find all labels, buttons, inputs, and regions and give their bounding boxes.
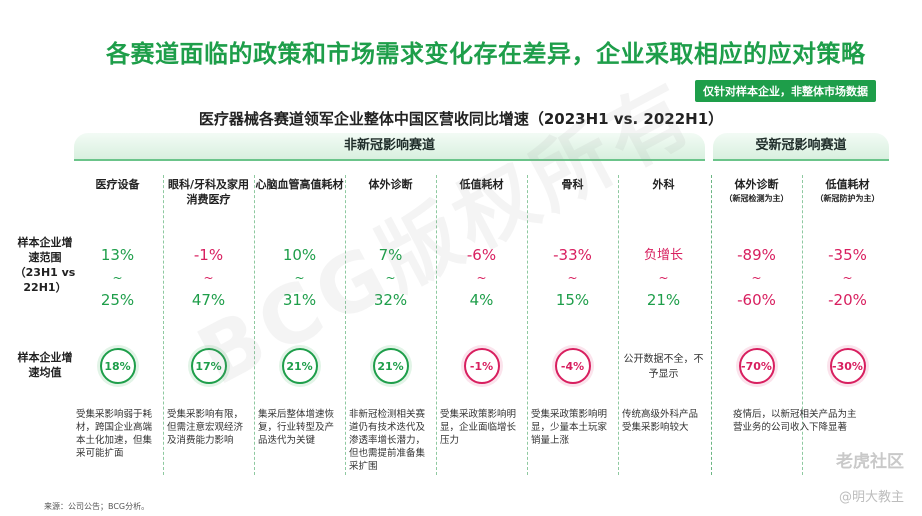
- growth-range: 13% ~25%: [73, 243, 163, 313]
- average-circle: -1%: [463, 348, 500, 384]
- range-low-value: 13%: [100, 246, 135, 264]
- segment-sub-note: （新冠检测为主）: [724, 194, 789, 203]
- column-divider: [436, 175, 437, 475]
- growth-range: -1% ~47%: [164, 243, 254, 313]
- segment-name: 骨科: [528, 177, 618, 192]
- range-high-value: 21%: [646, 291, 681, 309]
- column-divider: [618, 175, 619, 475]
- average-circle: -4%: [554, 348, 591, 384]
- column-divider: [711, 175, 712, 475]
- segment-name: 眼科/牙科及家用消费医疗: [164, 177, 254, 207]
- segment-name-text: 低值耗材: [825, 178, 870, 191]
- segment-note: 传统高级外科产品受集采影响较大: [622, 409, 699, 433]
- segment-name: 低值耗材: [437, 177, 527, 192]
- range-high-value: -60%: [737, 291, 776, 309]
- growth-range: 7% ~32%: [346, 243, 436, 313]
- column-divider: [802, 175, 803, 475]
- range-tilde: ~: [294, 271, 305, 285]
- segment-name: 心脑血管高值耗材: [255, 177, 345, 192]
- range-tilde: ~: [112, 271, 123, 285]
- range-high-value: 4%: [469, 291, 494, 309]
- segment-name: 体外诊断: [346, 177, 436, 192]
- segment-name-text: 医疗设备: [95, 178, 140, 191]
- segment-note: 疫情后，以新冠相关产品为主营业务的公司收入下降显著: [733, 409, 857, 433]
- growth-range: -89% ~ -60%: [712, 243, 802, 313]
- column-divider: [345, 175, 346, 475]
- average-circle: 21%: [281, 348, 318, 384]
- segment-name-text: 眼科/牙科及家用消费医疗: [167, 178, 250, 206]
- range-tilde: ~: [476, 271, 487, 285]
- range-low-value: -33%: [553, 246, 592, 264]
- watermark-tiger-logo: 老虎社区: [836, 452, 904, 472]
- range-low-value: -1%: [193, 246, 224, 264]
- watermark-author: @明大教主: [838, 490, 904, 505]
- growth-range: 10% ~31%: [255, 243, 345, 313]
- range-low-value: 负增长: [643, 248, 683, 263]
- range-tilde: ~: [385, 271, 396, 285]
- segment-name: 外科: [619, 177, 709, 192]
- growth-range: -35% ~ -20%: [803, 243, 893, 313]
- page-title: 各赛道面临的政策和市场需求变化存在差异，企业采取相应的应对策略: [106, 40, 866, 68]
- range-low-value: -35%: [828, 246, 867, 264]
- growth-range: -6% ~4%: [437, 243, 527, 313]
- row-label-range: 样本企业增速范围（23H1 vs 22H1）: [14, 236, 76, 294]
- growth-range: -33% ~15%: [528, 243, 618, 313]
- range-high-value: 25%: [100, 291, 135, 309]
- chart-title: 医疗器械各赛道领军企业整体中国区营收同比增速（2023H1 vs. 2022H1…: [198, 110, 724, 128]
- segment-note: 受集采政策影响明显，少量本土玩家销量上涨: [531, 409, 608, 446]
- range-low-value: -6%: [466, 246, 497, 264]
- average-circle: 17%: [190, 348, 227, 384]
- growth-range: 负增长 ~21%: [619, 243, 709, 313]
- group-header-1: 受新冠影响赛道: [713, 133, 889, 161]
- group-header-0: 非新冠影响赛道: [74, 133, 705, 161]
- segment-name-text: 外科: [652, 178, 675, 191]
- average-circle: 21%: [372, 348, 409, 384]
- range-tilde: ~: [203, 271, 214, 285]
- range-low-value: 7%: [378, 246, 403, 264]
- segment-name-text: 骨科: [561, 178, 584, 191]
- range-high-value: 32%: [373, 291, 408, 309]
- segment-name: 体外诊断 （新冠检测为主）: [712, 177, 802, 204]
- scope-badge: 仅针对样本企业，非整体市场数据: [695, 80, 876, 102]
- segment-note: 受集采政策影响明显，企业面临增长压力: [440, 409, 517, 446]
- segment-note: 集采后整体增速恢复，行业转型及产品迭代为关键: [258, 409, 335, 446]
- row-label-average: 样本企业增速均值: [17, 351, 73, 379]
- segment-name-text: 体外诊断: [368, 178, 413, 191]
- column-divider: [254, 175, 255, 475]
- column-divider: [163, 175, 164, 475]
- column-divider: [527, 175, 528, 475]
- average-unavailable-text: 公开数据不全，不予显示: [623, 354, 704, 380]
- range-high-value: -20%: [828, 291, 867, 309]
- segment-note: 非新冠检测相关赛道仍有技术迭代及渗透率增长潜力，但也需提前准备集采扩围: [349, 409, 426, 472]
- segment-name: 医疗设备: [73, 177, 163, 192]
- segment-name-text: 体外诊断: [734, 178, 779, 191]
- average-circle: -70%: [738, 348, 775, 384]
- segment-name: 低值耗材 （新冠防护为主）: [803, 177, 893, 204]
- range-high-value: 15%: [555, 291, 590, 309]
- range-low-value: -89%: [737, 246, 776, 264]
- range-low-value: 10%: [282, 246, 317, 264]
- segment-name-text: 低值耗材: [459, 178, 504, 191]
- range-tilde: ~: [658, 271, 669, 285]
- segment-note: 受集采影响有限，但需注意宏观经济及消费能力影响: [167, 409, 244, 446]
- average-circle: -30%: [829, 348, 866, 384]
- range-high-value: 47%: [191, 291, 226, 309]
- source-note: 来源：公司公告；BCG分析。: [44, 502, 150, 511]
- segment-name-text: 心脑血管高值耗材: [255, 178, 344, 191]
- range-tilde: ~: [751, 271, 762, 285]
- range-high-value: 31%: [282, 291, 317, 309]
- segment-note: 受集采影响弱于耗材，跨国企业高端本土化加速，但集采可能扩面: [76, 409, 153, 459]
- range-tilde: ~: [842, 271, 853, 285]
- range-tilde: ~: [567, 271, 578, 285]
- average-circle: 18%: [99, 348, 136, 384]
- segment-sub-note: （新冠防护为主）: [815, 194, 880, 203]
